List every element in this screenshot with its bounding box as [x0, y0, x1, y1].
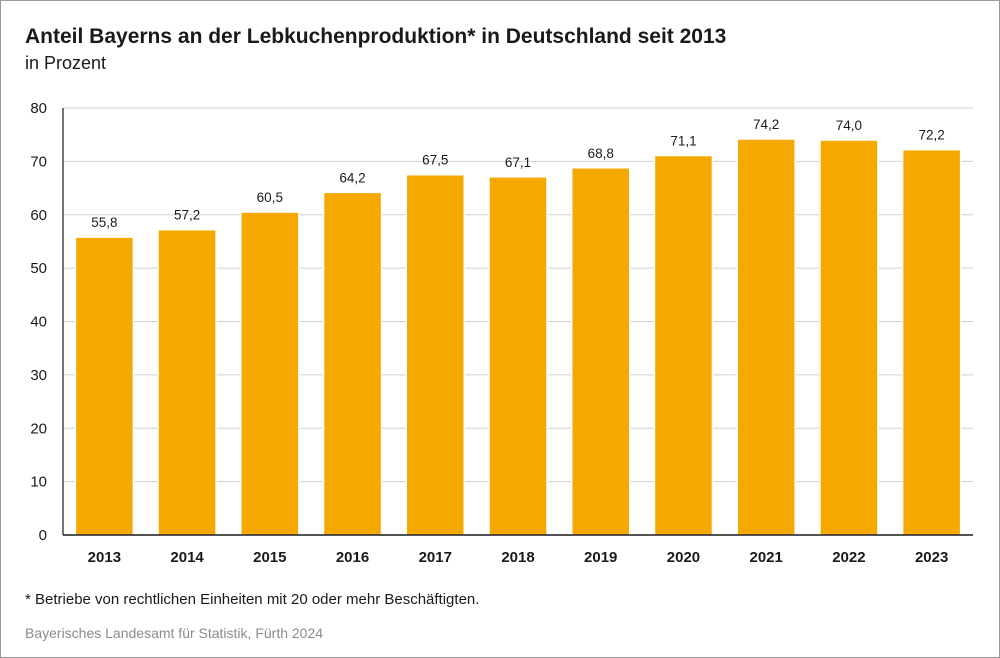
- bar-2021: [736, 138, 796, 536]
- data-label: 74,2: [753, 117, 779, 132]
- data-label: 55,8: [91, 215, 117, 230]
- bar-2019: [570, 167, 631, 536]
- data-label: 74,0: [836, 118, 862, 133]
- y-tick-label: 80: [30, 100, 47, 117]
- x-tick-label: 2022: [832, 549, 865, 566]
- x-tick-label: 2014: [170, 549, 204, 566]
- x-tick-label: 2016: [336, 549, 369, 566]
- data-label: 57,2: [174, 208, 200, 223]
- bar-chart: 0 10 20 30 40 50 60 70 80 55,8 2013 57,2 2014 60,5 201…: [30, 100, 973, 566]
- data-label: 64,2: [339, 170, 365, 185]
- y-tick-label: 20: [30, 420, 47, 437]
- data-label: 67,5: [422, 153, 448, 168]
- y-tick-label: 60: [30, 207, 47, 224]
- chart-subtitle: in Prozent: [25, 53, 107, 73]
- x-tick-label: 2017: [419, 549, 452, 566]
- x-tick-label: 2021: [749, 549, 782, 566]
- y-tick-label: 50: [30, 260, 47, 277]
- data-label: 72,2: [918, 128, 944, 143]
- bar-2014: [157, 228, 217, 536]
- x-tick-label: 2018: [501, 549, 534, 566]
- bar-2013: [74, 236, 135, 536]
- footnote: * Betriebe von rechtlichen Einheiten mit…: [25, 591, 480, 608]
- x-tick-label: 2019: [584, 549, 617, 566]
- source-note: Bayerisches Landesamt für Statistik, Für…: [25, 625, 324, 641]
- x-tick-label: 2020: [667, 549, 700, 566]
- data-label: 67,1: [505, 155, 531, 170]
- chart-title: Anteil Bayerns an der Lebkuchenproduktio…: [25, 25, 727, 48]
- y-tick-label: 0: [39, 527, 47, 544]
- data-label: 68,8: [588, 146, 614, 161]
- y-tick-label: 10: [30, 474, 47, 491]
- bar-2017: [405, 173, 466, 536]
- bar-2022: [819, 139, 879, 536]
- bar-2020: [653, 154, 714, 536]
- y-tick-label: 40: [30, 314, 47, 331]
- y-tick-label: 30: [30, 367, 47, 384]
- bar-2016: [322, 191, 383, 536]
- x-tick-label: 2013: [88, 549, 121, 566]
- data-label: 71,1: [670, 134, 696, 149]
- x-tick-label: 2015: [253, 549, 286, 566]
- bar-2015: [240, 211, 300, 536]
- bar-2023: [901, 148, 962, 536]
- data-label: 60,5: [257, 190, 283, 205]
- y-tick-label: 70: [30, 153, 47, 170]
- bar-2018: [488, 176, 548, 536]
- x-tick-label: 2023: [915, 549, 948, 566]
